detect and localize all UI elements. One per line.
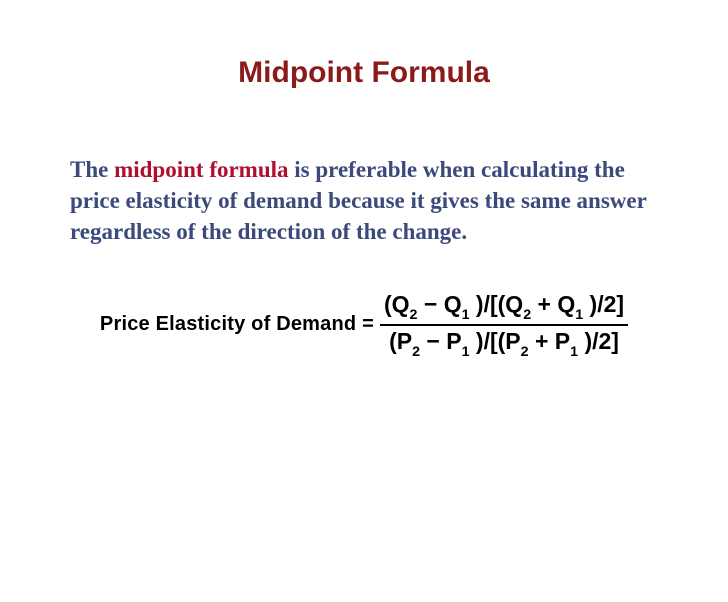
num-lhs-q2: Q [444,291,462,317]
formula-fraction: (Q2 − Q1 )/[(Q2 + Q1 )/2] (P2 − P1 )/[(P… [380,289,628,360]
num-rhs-open: (Q [498,291,524,317]
den-rhs-p2: P [555,328,570,354]
den-plus: + [529,328,555,354]
num-rhs-close: )/2] [583,291,624,317]
body-accent: midpoint formula [114,157,288,182]
num-rhs-sub2: 1 [575,307,583,323]
num-lhs-close: )/[ [470,291,498,317]
body-paragraph: The midpoint formula is preferable when … [70,154,658,247]
body-lead: The [70,157,114,182]
den-lhs-sub2: 1 [462,344,470,360]
formula-denominator: (P2 − P1 )/[(P2 + P1 )/2] [380,326,628,361]
formula-region: Price Elasticity of Demand = (Q2 − Q1 )/… [0,289,728,360]
formula-label: Price Elasticity of Demand = [100,313,374,336]
num-rhs-sub1: 2 [523,307,531,323]
den-lhs-open: (P [389,328,412,354]
num-rhs-q2: Q [557,291,575,317]
den-rhs-sub1: 2 [521,344,529,360]
den-rhs-sub2: 1 [570,344,578,360]
num-lhs-sub1: 2 [410,307,418,323]
num-lhs-open: (Q [384,291,410,317]
den-lhs-p2: P [446,328,461,354]
den-lhs-close: )/[ [470,328,498,354]
num-minus: − [417,291,443,317]
den-rhs-close: )/2] [578,328,619,354]
den-lhs-sub1: 2 [412,344,420,360]
den-minus: − [420,328,446,354]
num-lhs-sub2: 1 [462,307,470,323]
num-plus: + [531,291,557,317]
formula-numerator: (Q2 − Q1 )/[(Q2 + Q1 )/2] [380,289,628,324]
den-rhs-open: (P [498,328,521,354]
slide-title: Midpoint Formula [0,56,728,90]
